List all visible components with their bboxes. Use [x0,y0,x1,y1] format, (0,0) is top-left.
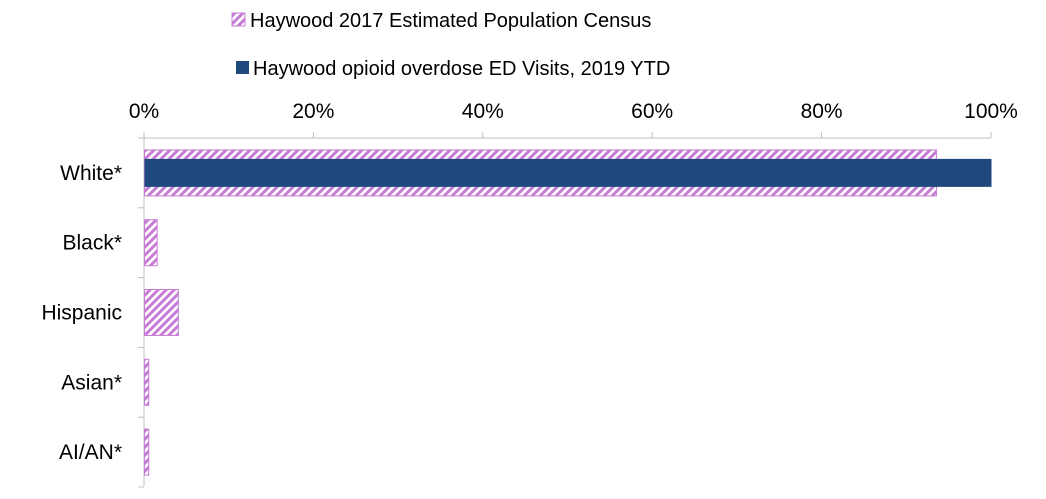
axes [138,132,992,488]
bar-census [144,358,150,406]
x-tick-label: 80% [801,100,843,123]
legend-swatch-census [231,12,246,27]
x-axis-tick-labels: 0% 20% 40% 60% 80% 100% [129,100,1018,123]
bar-ed-visits [144,158,992,187]
legend-label-ed-visits: Haywood opioid overdose ED Visits, 2019 … [253,58,670,80]
category-labels: White* Black* Hispanic Asian* AI/AN* [41,162,122,464]
bar-census [144,219,158,267]
x-tick-label: 60% [631,100,673,123]
category-label: Asian* [61,371,122,394]
bars [144,149,992,476]
legend: Haywood 2017 Estimated Population Census… [231,10,670,80]
category-label: White* [60,162,122,185]
bar-census [144,428,150,476]
bar-census [144,289,179,336]
legend-label-census: Haywood 2017 Estimated Population Census [250,10,651,32]
category-label: AI/AN* [59,441,122,464]
category-label: Black* [62,232,122,255]
category-label: Hispanic [41,302,122,325]
legend-swatch-ed-visits [236,61,249,74]
x-tick-label: 100% [964,100,1018,123]
x-tick-label: 0% [129,100,159,123]
x-tick-label: 40% [462,100,504,123]
x-tick-label: 20% [292,100,334,123]
